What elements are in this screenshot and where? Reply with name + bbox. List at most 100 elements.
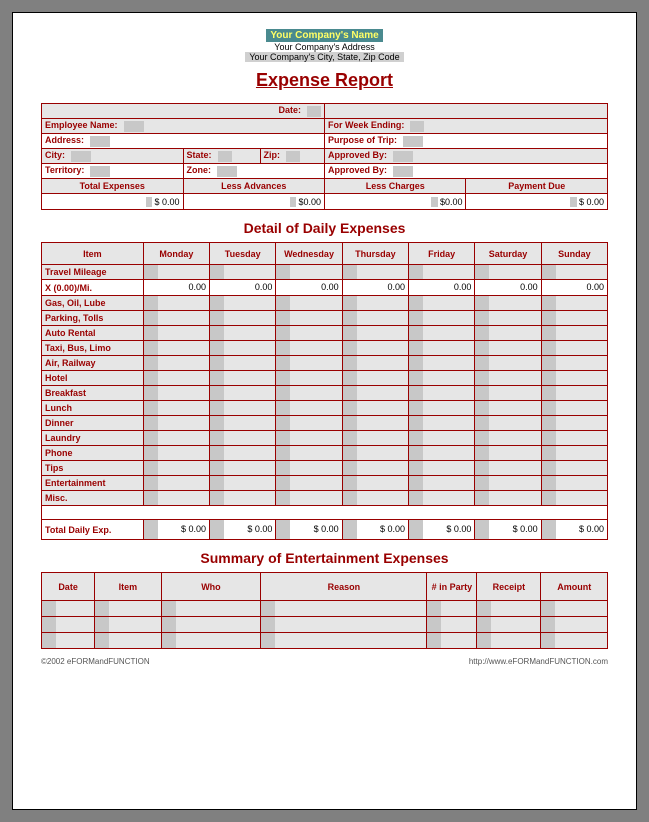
ent-cell[interactable] (477, 633, 541, 649)
daily-cell[interactable] (475, 326, 541, 341)
daily-cell[interactable] (475, 416, 541, 431)
daily-cell[interactable] (541, 311, 607, 326)
daily-cell[interactable] (342, 416, 408, 431)
daily-cell[interactable] (342, 371, 408, 386)
daily-cell[interactable] (342, 491, 408, 506)
daily-cell[interactable] (409, 491, 475, 506)
daily-cell[interactable] (541, 461, 607, 476)
ent-cell[interactable] (261, 617, 427, 633)
ent-cell[interactable] (161, 633, 261, 649)
daily-cell[interactable]: 0.00 (475, 280, 541, 296)
daily-cell[interactable] (409, 446, 475, 461)
daily-cell[interactable] (342, 446, 408, 461)
ent-cell[interactable] (477, 617, 541, 633)
daily-cell[interactable]: 0.00 (541, 280, 607, 296)
daily-cell[interactable] (409, 341, 475, 356)
daily-cell[interactable] (276, 265, 342, 280)
daily-cell[interactable] (143, 461, 209, 476)
daily-cell[interactable] (409, 386, 475, 401)
daily-cell[interactable] (409, 326, 475, 341)
daily-cell[interactable] (409, 296, 475, 311)
ent-cell[interactable] (427, 601, 477, 617)
field-city[interactable] (71, 151, 91, 162)
daily-cell[interactable] (475, 296, 541, 311)
daily-cell[interactable] (475, 341, 541, 356)
daily-cell[interactable] (276, 371, 342, 386)
daily-cell[interactable] (541, 386, 607, 401)
daily-cell[interactable] (342, 296, 408, 311)
daily-cell[interactable] (409, 431, 475, 446)
ent-cell[interactable] (261, 601, 427, 617)
ent-cell[interactable] (42, 633, 95, 649)
ent-cell[interactable] (427, 617, 477, 633)
daily-cell[interactable] (342, 311, 408, 326)
daily-cell[interactable] (541, 416, 607, 431)
daily-cell[interactable] (276, 341, 342, 356)
daily-cell[interactable] (409, 371, 475, 386)
daily-cell[interactable] (541, 296, 607, 311)
daily-cell[interactable] (342, 386, 408, 401)
daily-cell[interactable] (276, 476, 342, 491)
daily-cell[interactable] (541, 491, 607, 506)
daily-cell[interactable] (210, 431, 276, 446)
ent-cell[interactable] (477, 601, 541, 617)
daily-cell[interactable] (143, 371, 209, 386)
daily-cell[interactable] (541, 446, 607, 461)
daily-cell[interactable] (475, 476, 541, 491)
daily-cell[interactable] (143, 356, 209, 371)
daily-cell[interactable] (276, 446, 342, 461)
daily-cell[interactable] (342, 341, 408, 356)
daily-cell[interactable]: 0.00 (276, 280, 342, 296)
daily-cell[interactable] (342, 356, 408, 371)
daily-cell[interactable] (342, 401, 408, 416)
daily-cell[interactable] (409, 311, 475, 326)
field-approved-2[interactable] (393, 166, 413, 177)
daily-cell[interactable] (276, 326, 342, 341)
ent-cell[interactable] (95, 601, 161, 617)
daily-cell[interactable] (143, 326, 209, 341)
daily-cell[interactable] (276, 311, 342, 326)
ent-cell[interactable] (427, 633, 477, 649)
daily-cell[interactable] (210, 341, 276, 356)
daily-cell[interactable] (143, 416, 209, 431)
field-zip[interactable] (286, 151, 300, 162)
daily-cell[interactable] (409, 461, 475, 476)
daily-cell[interactable] (276, 401, 342, 416)
daily-cell[interactable] (276, 416, 342, 431)
ent-cell[interactable] (261, 633, 427, 649)
daily-cell[interactable] (475, 446, 541, 461)
daily-cell[interactable] (276, 431, 342, 446)
daily-cell[interactable] (210, 371, 276, 386)
daily-cell[interactable] (342, 431, 408, 446)
daily-cell[interactable] (541, 326, 607, 341)
daily-cell[interactable] (475, 356, 541, 371)
daily-cell[interactable] (210, 461, 276, 476)
daily-cell[interactable] (143, 265, 209, 280)
daily-cell[interactable] (541, 476, 607, 491)
daily-cell[interactable] (210, 476, 276, 491)
daily-cell[interactable] (210, 311, 276, 326)
daily-cell[interactable] (342, 265, 408, 280)
daily-cell[interactable] (541, 431, 607, 446)
field-week-ending[interactable] (410, 121, 424, 132)
daily-cell[interactable] (342, 476, 408, 491)
daily-cell[interactable] (342, 326, 408, 341)
daily-cell[interactable] (143, 491, 209, 506)
ent-cell[interactable] (42, 617, 95, 633)
daily-cell[interactable] (276, 491, 342, 506)
field-approved-1[interactable] (393, 151, 413, 162)
daily-cell[interactable] (409, 416, 475, 431)
field-employee[interactable] (124, 121, 144, 132)
daily-cell[interactable] (342, 461, 408, 476)
ent-cell[interactable] (541, 617, 608, 633)
daily-cell[interactable] (409, 476, 475, 491)
daily-cell[interactable]: 0.00 (210, 280, 276, 296)
daily-cell[interactable] (276, 356, 342, 371)
daily-cell[interactable] (475, 461, 541, 476)
daily-cell[interactable] (475, 491, 541, 506)
daily-cell[interactable] (143, 446, 209, 461)
daily-cell[interactable] (143, 386, 209, 401)
daily-cell[interactable] (210, 416, 276, 431)
daily-cell[interactable] (210, 386, 276, 401)
daily-cell[interactable] (541, 265, 607, 280)
